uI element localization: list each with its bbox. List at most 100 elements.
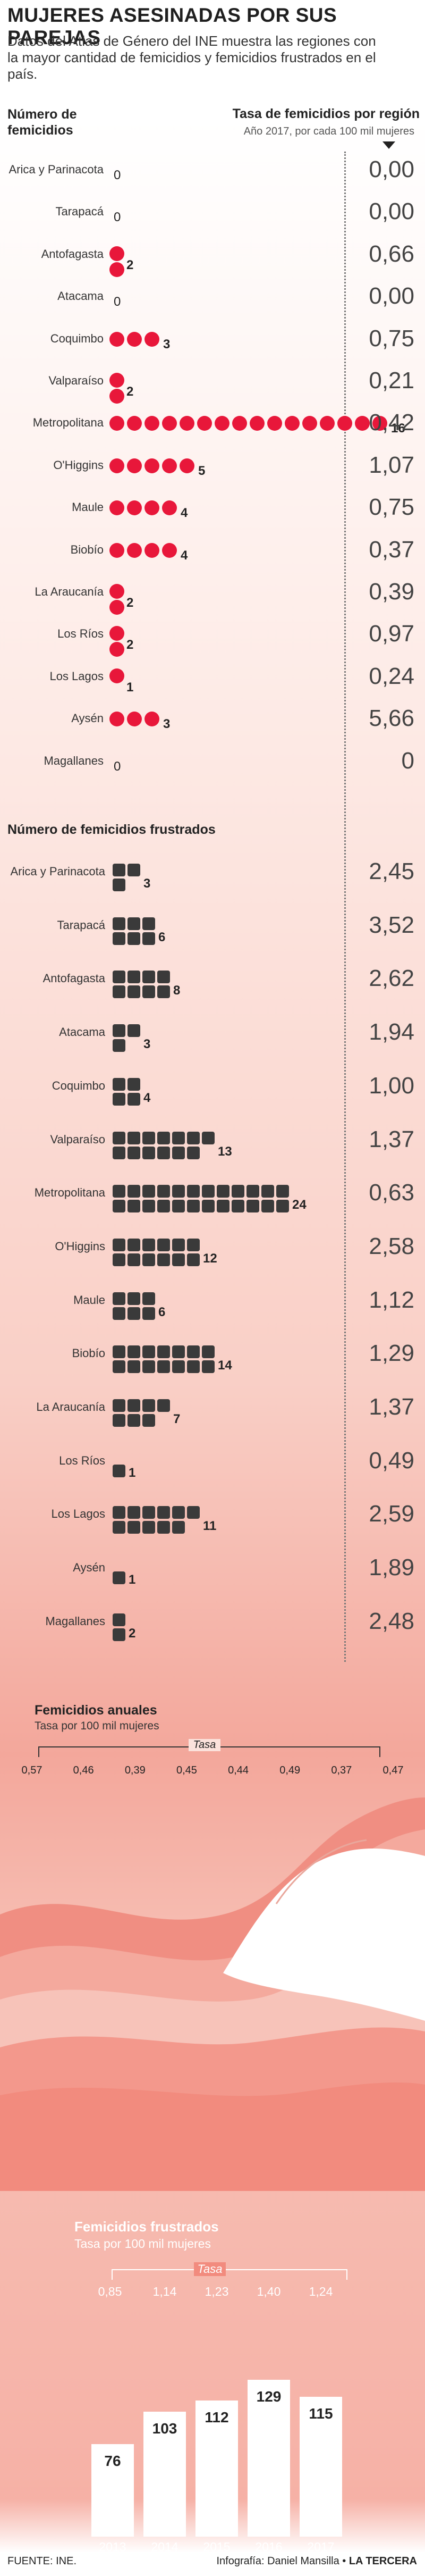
bar-value-label: 129 — [256, 2388, 282, 2405]
femicidio-dot — [109, 712, 124, 727]
frustrado-square — [128, 1307, 140, 1320]
femicidio-dot — [267, 416, 282, 431]
region-label: Antofagasta — [41, 247, 104, 261]
count-label: 7 — [173, 1412, 181, 1426]
frustrado-square — [128, 1185, 140, 1198]
frustrado-square — [157, 1200, 170, 1213]
header-femicidios-count: Número de femicidios — [7, 107, 77, 138]
region-label: Aysén — [73, 1561, 105, 1575]
frustrado-square — [172, 1506, 185, 1519]
anuales-value: 0,57 — [21, 1764, 42, 1776]
frustrado-square — [113, 864, 125, 876]
count-label: 0 — [114, 168, 121, 182]
femicidio-dot — [180, 458, 194, 473]
region-label: Metropolitana — [32, 416, 104, 430]
anuales-value: 0,39 — [124, 1764, 146, 1776]
rate-value: 1,37 — [369, 1126, 414, 1152]
frustrado-square — [157, 1146, 170, 1159]
silhouette-illustration — [0, 1797, 425, 2191]
frustrado-square — [217, 1185, 230, 1198]
count-label: 2 — [126, 638, 134, 653]
frustrado-square — [202, 1200, 215, 1213]
frustrado-square — [187, 1345, 200, 1359]
count-label: 2 — [129, 1626, 136, 1641]
frustrado-square — [128, 1238, 140, 1251]
year-label: 2017 — [307, 2540, 335, 2554]
frustrado-square — [202, 1131, 215, 1144]
femicidio-dot — [215, 416, 230, 431]
bar-value-label: 76 — [104, 2453, 121, 2470]
frustrado-square — [113, 1024, 125, 1038]
anuales-value: 0,37 — [331, 1764, 352, 1776]
region-label: La Araucanía — [36, 1400, 105, 1414]
rate-value: 1,29 — [369, 1340, 414, 1367]
frustrado-square — [157, 1521, 170, 1534]
femicidio-dot — [337, 416, 352, 431]
frustrado-square — [113, 1521, 125, 1534]
rate-value: 0,42 — [369, 409, 414, 436]
femicidio-dot — [144, 542, 159, 558]
frustrado-square — [172, 1345, 185, 1359]
bar-2015 — [196, 2401, 238, 2537]
frustrado-square — [113, 985, 125, 999]
femicidio-dot — [372, 416, 387, 431]
frustrado-square — [128, 1506, 140, 1519]
femicidio-dot — [109, 600, 124, 615]
frustrado-square — [142, 971, 155, 984]
count-label: 4 — [181, 506, 188, 521]
region-label: Arica y Parinacota — [8, 163, 104, 176]
region-label: Biobío — [70, 542, 104, 556]
frustrado-square — [128, 1292, 140, 1305]
region-label: Los Ríos — [57, 627, 104, 641]
frustrado-square — [187, 1200, 200, 1213]
femicidio-dot — [109, 626, 124, 641]
femicidio-dot — [197, 416, 212, 431]
anuales-value: 0,49 — [279, 1764, 301, 1776]
femicidio-dot — [162, 458, 177, 473]
frustrado-square — [157, 971, 170, 984]
bar-2016 — [248, 2380, 290, 2537]
femicidio-dot — [127, 458, 142, 473]
header-femicidios-rate: Tasa de femicidios por región — [232, 106, 420, 121]
rate-value: 0,39 — [369, 579, 414, 605]
frustrado-square — [142, 985, 155, 999]
count-label: 3 — [143, 1037, 151, 1052]
region-label: Coquimbo — [50, 331, 104, 345]
region-label: Magallanes — [45, 1614, 105, 1628]
femicidio-dot — [302, 416, 317, 431]
year-label: 2015 — [203, 2540, 231, 2554]
frustrado-square — [113, 1185, 125, 1198]
frustrado-square — [128, 1131, 140, 1144]
femicidio-dot — [162, 500, 177, 516]
rate-value: 2,58 — [369, 1233, 414, 1259]
anuales-title: Femicidios anuales — [35, 1703, 157, 1718]
frustrado-square — [232, 1200, 244, 1213]
femicidio-dot — [109, 584, 124, 599]
region-label: Maule — [72, 500, 104, 514]
femicidio-dot — [109, 331, 124, 347]
frustrado-square — [128, 1521, 140, 1534]
frustrado-square — [128, 1414, 140, 1427]
count-label: 24 — [292, 1198, 307, 1212]
frustrado-square — [128, 1024, 140, 1038]
region-label: Arica y Parinacota — [10, 865, 105, 878]
femicidio-dot — [355, 416, 370, 431]
frustrado-square — [187, 1146, 200, 1159]
frustrado-square — [113, 1360, 125, 1374]
count-label: 5 — [198, 463, 206, 478]
count-label: 14 — [218, 1358, 232, 1373]
femicidio-dot — [109, 500, 124, 516]
bar-2017 — [300, 2397, 342, 2537]
region-label: Los Lagos — [51, 1507, 105, 1521]
region-label: Atacama — [59, 1025, 105, 1039]
frustrado-square — [172, 1200, 185, 1213]
frustrado-square — [157, 1360, 170, 1374]
rate-value: 2,45 — [369, 858, 414, 884]
frustrado-square — [142, 1292, 155, 1305]
frustrado-square — [113, 1571, 125, 1585]
rate-value: 1,89 — [369, 1554, 414, 1581]
femicidio-dot — [109, 373, 124, 388]
rate-value: 3,52 — [369, 911, 414, 938]
rate-value: 0,97 — [369, 621, 414, 647]
frustrado-square — [113, 1464, 125, 1477]
